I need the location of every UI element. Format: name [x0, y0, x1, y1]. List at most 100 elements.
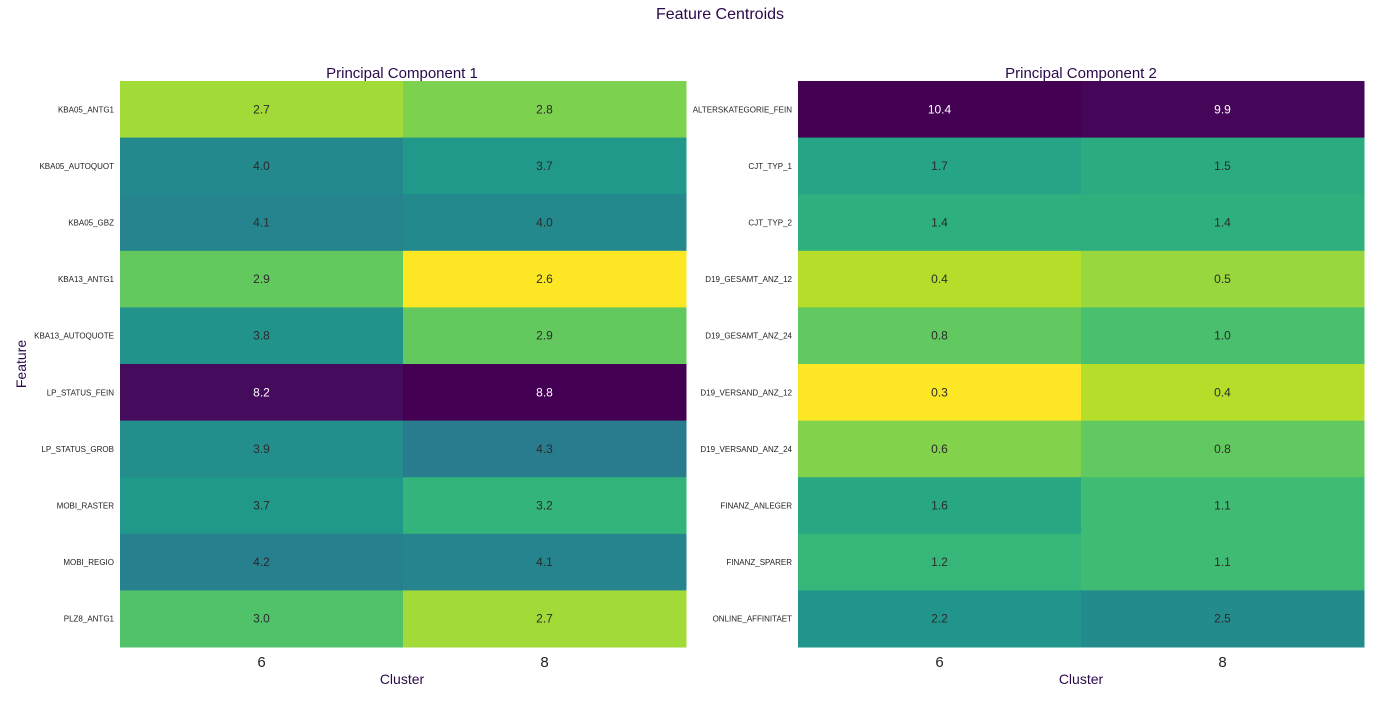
cell-value-label: 1.1	[1214, 555, 1231, 569]
cell-value-label: 4.1	[536, 555, 553, 569]
cell-value-label: 0.3	[931, 385, 948, 399]
cell-value-label: 2.7	[253, 102, 270, 116]
cell-value-label: 4.2	[253, 555, 270, 569]
y-tick-label: MOBI_REGIO	[63, 558, 114, 567]
cell-value-label: 1.6	[931, 499, 948, 513]
x-tick-label: 8	[540, 654, 548, 671]
heatmap-cell	[798, 420, 1082, 478]
heatmap-cell	[1081, 250, 1365, 308]
heatmap-cell	[1081, 194, 1365, 252]
heatmap-cell	[1081, 307, 1365, 365]
cell-value-label: 4.3	[536, 442, 553, 456]
cell-value-label: 1.0	[1214, 329, 1231, 343]
heatmap-cell	[120, 477, 404, 535]
heatmap-pc1: Principal Component 1 Cluster Feature 2.…	[13, 65, 687, 687]
cell-value-label: 0.6	[931, 442, 948, 456]
heatmap-cell	[798, 364, 1082, 422]
cell-value-label: 1.4	[1214, 216, 1231, 230]
heatmap-cell	[403, 250, 687, 308]
y-tick-label: D19_GESAMT_ANZ_24	[705, 332, 792, 341]
cell-value-label: 1.7	[931, 159, 948, 173]
heatmap-cell	[798, 194, 1082, 252]
heatmap-cell	[403, 364, 687, 422]
y-tick-label: KBA05_GBZ	[68, 219, 114, 228]
cell-value-label: 0.4	[1214, 385, 1231, 399]
y-axis-label: Feature	[13, 340, 29, 388]
cell-value-label: 2.5	[1214, 612, 1231, 626]
y-tick-label: ONLINE_AFFINITAET	[713, 615, 793, 624]
heatmap-cell	[798, 533, 1082, 591]
heatmap-cell	[798, 590, 1082, 648]
cell-value-label: 9.9	[1214, 102, 1231, 116]
cell-value-label: 2.9	[536, 329, 553, 343]
cell-value-label: 3.7	[253, 499, 270, 513]
x-tick-label: 8	[1218, 654, 1226, 671]
cell-value-label: 8.8	[536, 385, 553, 399]
cell-value-label: 10.4	[928, 102, 952, 116]
y-tick-label: KBA05_ANTG1	[58, 105, 115, 114]
y-tick-label: MOBI_RASTER	[57, 502, 115, 511]
x-tick-label: 6	[257, 654, 265, 671]
cell-value-label: 2.8	[536, 102, 553, 116]
y-tick-label: CJT_TYP_2	[748, 219, 792, 228]
x-tick-label: 6	[935, 654, 943, 671]
heatmap-cell	[403, 533, 687, 591]
chart-title: Feature Centroids	[656, 6, 784, 23]
heatmap-cell	[120, 250, 404, 308]
heatmap-cell	[1081, 364, 1365, 422]
y-tick-label: LP_STATUS_GROB	[41, 445, 114, 454]
heatmap-cell	[120, 194, 404, 252]
y-tick-label: KBA13_ANTG1	[58, 275, 115, 284]
cell-value-label: 8.2	[253, 385, 270, 399]
heatmap-cell	[120, 364, 404, 422]
heatmap-cell	[1081, 590, 1365, 648]
heatmap-cell	[120, 590, 404, 648]
heatmap-cell	[1081, 420, 1365, 478]
y-tick-label: LP_STATUS_FEIN	[47, 388, 115, 397]
cell-value-label: 1.2	[931, 555, 948, 569]
y-tick-label: KBA13_AUTOQUOTE	[34, 332, 114, 341]
heatmap-cell	[798, 250, 1082, 308]
heatmap-cell	[798, 477, 1082, 535]
heatmap-cell	[403, 81, 687, 139]
heatmap-cell	[403, 307, 687, 365]
heatmap-cell	[403, 420, 687, 478]
y-tick-label: D19_VERSAND_ANZ_24	[700, 445, 792, 454]
cell-value-label: 2.7	[536, 612, 553, 626]
heatmap-cell	[403, 477, 687, 535]
y-tick-label: ALTERSKATEGORIE_FEIN	[693, 105, 793, 114]
heatmap-pc2: Principal Component 2 Cluster 10.4 9.9 1.7…	[693, 65, 1365, 687]
heatmap-cell	[1081, 137, 1365, 195]
cell-value-label: 2.6	[536, 272, 553, 286]
cell-value-label: 4.0	[536, 216, 553, 230]
heatmap-cell	[403, 590, 687, 648]
cell-value-label: 1.5	[1214, 159, 1231, 173]
cell-value-label: 3.0	[253, 612, 270, 626]
cell-value-label: 0.8	[931, 329, 948, 343]
heatmap-cell	[798, 307, 1082, 365]
cell-value-label: 3.7	[536, 159, 553, 173]
cell-value-label: 1.4	[931, 216, 948, 230]
heatmap-cell	[120, 137, 404, 195]
heatmap-cell	[798, 81, 1082, 139]
y-tick-label: CJT_TYP_1	[748, 162, 792, 171]
heatmap-cell	[798, 137, 1082, 195]
y-tick-label: PLZ8_ANTG1	[64, 615, 115, 624]
heatmap-cell	[1081, 533, 1365, 591]
cell-value-label: 2.9	[253, 272, 270, 286]
y-tick-label: D19_GESAMT_ANZ_12	[705, 275, 792, 284]
panel-title-pc2: Principal Component 2	[1005, 65, 1157, 82]
cell-value-label: 4.1	[253, 216, 270, 230]
heatmap-cell	[120, 81, 404, 139]
cell-value-label: 0.5	[1214, 272, 1231, 286]
y-tick-label: FINANZ_ANLEGER	[720, 502, 792, 511]
cell-value-label: 0.8	[1214, 442, 1231, 456]
cell-value-label: 3.8	[253, 329, 270, 343]
heatmap-cell	[403, 137, 687, 195]
x-axis-label-pc1: Cluster	[380, 671, 425, 687]
cell-value-label: 4.0	[253, 159, 270, 173]
y-tick-label: KBA05_AUTOQUOT	[39, 162, 114, 171]
heatmap-cell	[120, 533, 404, 591]
x-axis-label-pc2: Cluster	[1059, 671, 1104, 687]
